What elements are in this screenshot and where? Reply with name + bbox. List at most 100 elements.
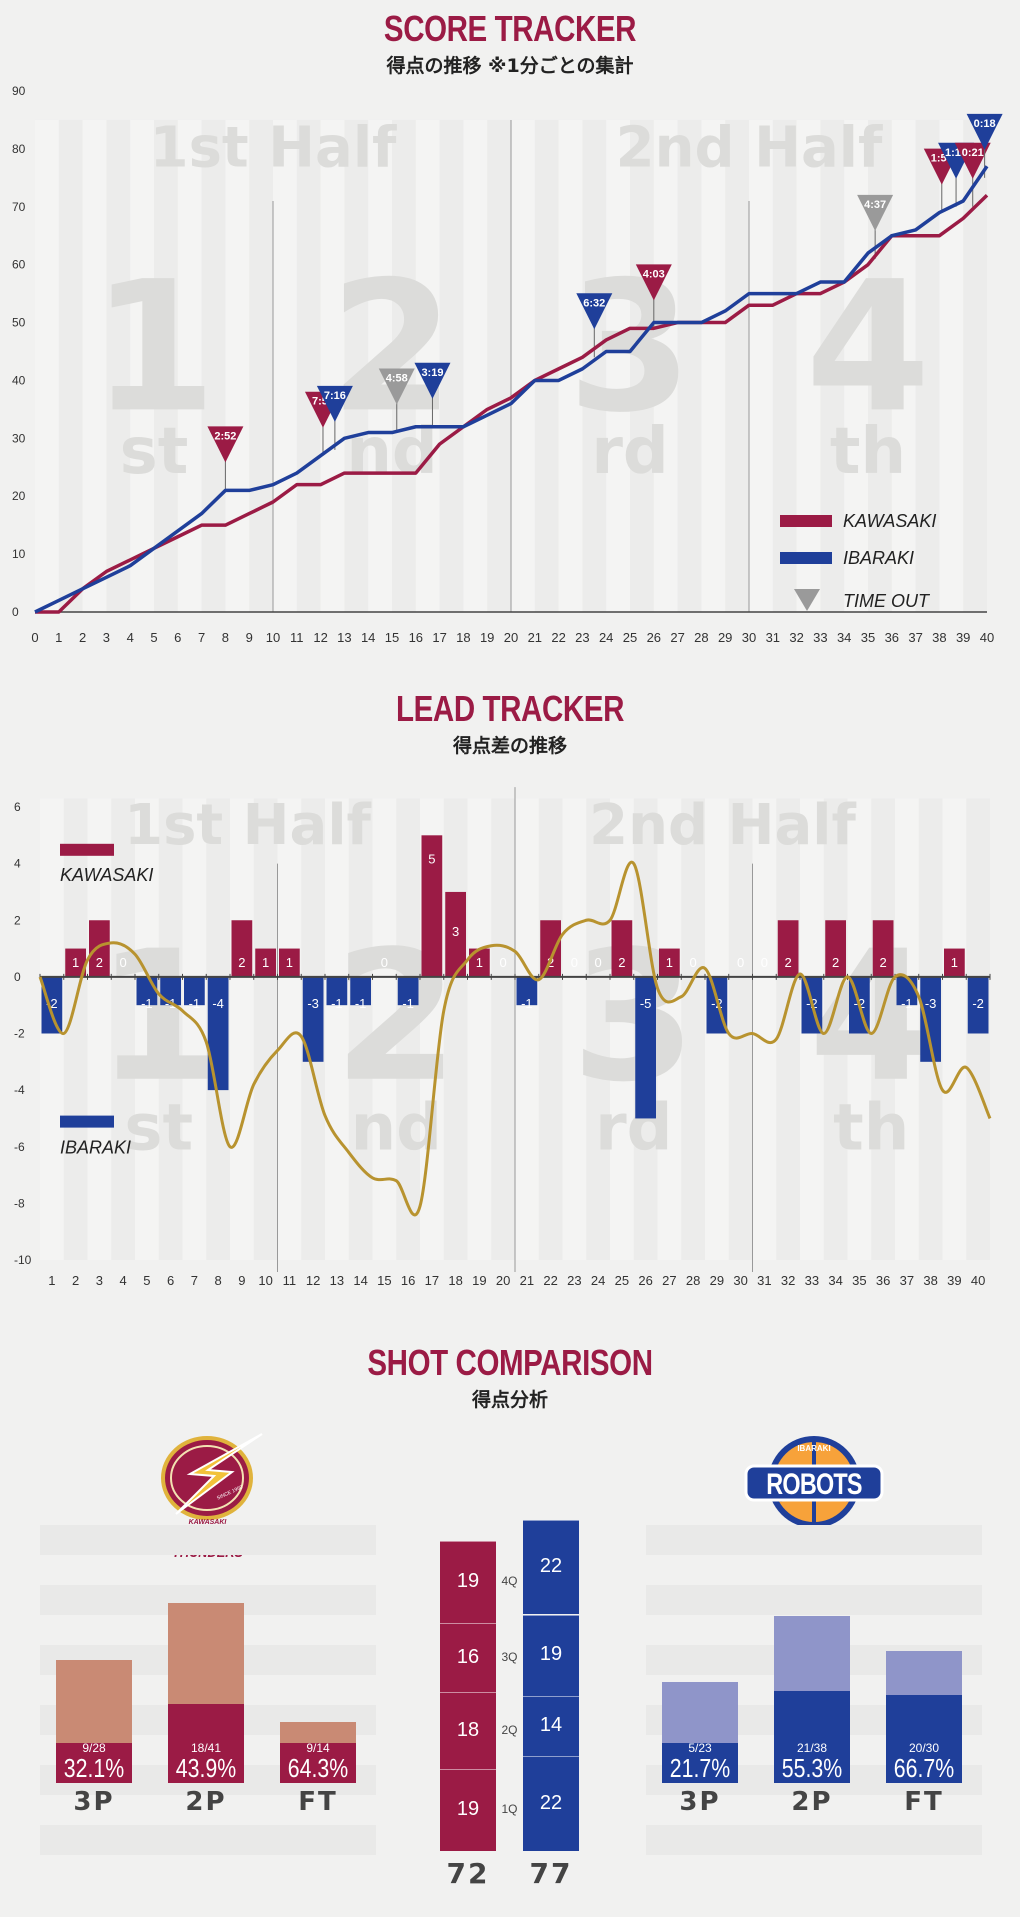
lead-bar — [540, 920, 561, 977]
ibaraki-quarter-value: 19 — [539, 1643, 563, 1666]
plot-stripe — [562, 798, 587, 1260]
x-tick-label: 13 — [337, 630, 351, 645]
ibaraki-made-attempt-label: 5/23 — [688, 1741, 712, 1755]
lead-bar — [326, 976, 348, 1006]
x-tick-label: 8 — [222, 630, 229, 645]
kawasaki-quarter-bar — [440, 1769, 496, 1851]
ibaraki-made-bar — [774, 1690, 850, 1783]
score-tracker-subtitle: 得点の推移 ※1分ごとの集計 — [386, 55, 634, 77]
y-tick-label: -8 — [14, 1196, 25, 1210]
lead-bar — [825, 920, 846, 977]
plot-stripe — [368, 119, 392, 612]
quarter-digit-3: 3 — [571, 913, 696, 1122]
legend-kawasaki-label: KAWASAKI — [60, 865, 153, 885]
lead-tracker-subtitle: 得点差の推移 — [452, 735, 567, 757]
x-tick-label: 8 — [215, 1273, 222, 1288]
kawasaki-pct-label: 64.3% — [287, 1753, 349, 1783]
plot-stripe — [372, 798, 397, 1260]
x-tick-label: 19 — [472, 1273, 486, 1288]
x-tick-label: 15 — [377, 1273, 391, 1288]
timeout-label: 4:58 — [386, 373, 408, 385]
x-tick-label: 3 — [96, 1273, 103, 1288]
ibaraki-pct-label: 66.7% — [893, 1753, 955, 1783]
ibaraki-quarter-value: 22 — [539, 1555, 563, 1578]
x-tick-label: 29 — [718, 630, 732, 645]
panel-stripe — [646, 1525, 982, 1555]
kawasaki-shot-panel: 9/28 32.1% 3P 18/41 43.9% 2P 9/14 64.3% FT — [40, 1525, 376, 1855]
x-tick-label: 0 — [31, 630, 38, 645]
y-tick-label: -10 — [14, 1253, 32, 1267]
x-tick-label: 26 — [647, 630, 661, 645]
kawasaki-quarter-value: 19 — [456, 1570, 480, 1593]
lead-bar-label: -4 — [212, 996, 224, 1011]
y-tick-label: 6 — [14, 800, 21, 814]
x-tick-label: 16 — [401, 1273, 415, 1288]
x-tick-label: 37 — [908, 630, 922, 645]
y-tick-label: -2 — [14, 1027, 25, 1041]
x-tick-label: 24 — [599, 630, 613, 645]
ibaraki-quarter-bar — [523, 1696, 579, 1757]
x-tick-label: 25 — [615, 1273, 629, 1288]
x-tick-label: 7 — [191, 1273, 198, 1288]
legend-ibaraki-swatch — [60, 1115, 114, 1128]
y-tick-label: 90 — [12, 84, 26, 98]
x-tick-label: 17 — [432, 630, 446, 645]
plot-stripe — [653, 119, 678, 612]
legend-timeout-icon — [794, 589, 820, 611]
x-tick-label: 36 — [876, 1273, 890, 1288]
lead-bar-label: 2 — [96, 955, 103, 970]
legend-kawasaki-swatch — [780, 515, 832, 527]
ibaraki-pct-label: 55.3% — [781, 1753, 843, 1783]
plot-stripe — [606, 119, 630, 612]
lead-bar — [302, 976, 324, 1062]
plot-stripe — [701, 119, 726, 612]
x-tick-label: 16 — [409, 630, 423, 645]
lead-tracker-chart: 1st Half 2nd Half1st2nd3rd4th-10-8-6-4-20… — [14, 787, 992, 1288]
lead-bar-label: -1 — [141, 996, 153, 1011]
x-tick-label: 27 — [662, 1273, 676, 1288]
lead-bar-label: 0 — [595, 955, 602, 970]
lead-bar-label: -2 — [972, 996, 984, 1011]
x-tick-label: 21 — [520, 1273, 534, 1288]
plot-stripe — [657, 798, 682, 1260]
plot-stripe — [796, 119, 821, 612]
x-tick-label: 22 — [551, 630, 565, 645]
lead-bar — [469, 948, 490, 977]
x-tick-label: 10 — [266, 630, 280, 645]
quarter-suffix-4: th — [833, 1092, 909, 1166]
plot-stripe — [610, 798, 634, 1260]
legend-ibaraki-label: IBARAKI — [60, 1138, 131, 1158]
series-line-kawasaki — [35, 193, 989, 614]
lead-bar-label: -1 — [331, 996, 343, 1011]
x-tick-label: 2 — [72, 1273, 79, 1288]
lead-bar — [89, 920, 110, 977]
lead-trend-line — [38, 860, 992, 1217]
quarter-suffix-3: rd — [591, 415, 668, 489]
y-tick-label: 70 — [12, 200, 26, 214]
kawasaki-logo-top: KAWASAKI — [188, 1519, 227, 1526]
y-tick-label: 0 — [12, 605, 19, 619]
quarter-digit-2: 2 — [329, 243, 454, 452]
kawasaki-pct-label: 43.9% — [175, 1753, 237, 1783]
quarter-suffix-4: th — [830, 415, 906, 489]
x-tick-label: 19 — [480, 630, 494, 645]
x-tick-label: 7 — [198, 630, 205, 645]
lead-bar-label: 0 — [381, 955, 388, 970]
x-tick-label: 31 — [766, 630, 780, 645]
x-tick-label: 33 — [813, 630, 827, 645]
lead-bar-label: 1 — [286, 955, 293, 970]
x-tick-label: 23 — [567, 1273, 581, 1288]
x-tick-label: 1 — [48, 1273, 55, 1288]
lead-bar — [397, 976, 419, 1006]
x-tick-label: 35 — [861, 630, 875, 645]
y-tick-label: 2 — [14, 913, 21, 927]
ibaraki-shot-type-label: 2P — [791, 1787, 833, 1817]
plot-stripe — [277, 798, 302, 1260]
plot-stripe — [135, 798, 159, 1260]
kawasaki-made-attempt-label: 9/28 — [82, 1741, 106, 1755]
timeout-marker — [635, 264, 672, 301]
plot-stripe — [515, 798, 539, 1260]
lead-bar-label: 2 — [785, 955, 792, 970]
plot-stripe — [463, 119, 488, 612]
x-tick-label: 34 — [837, 630, 851, 645]
